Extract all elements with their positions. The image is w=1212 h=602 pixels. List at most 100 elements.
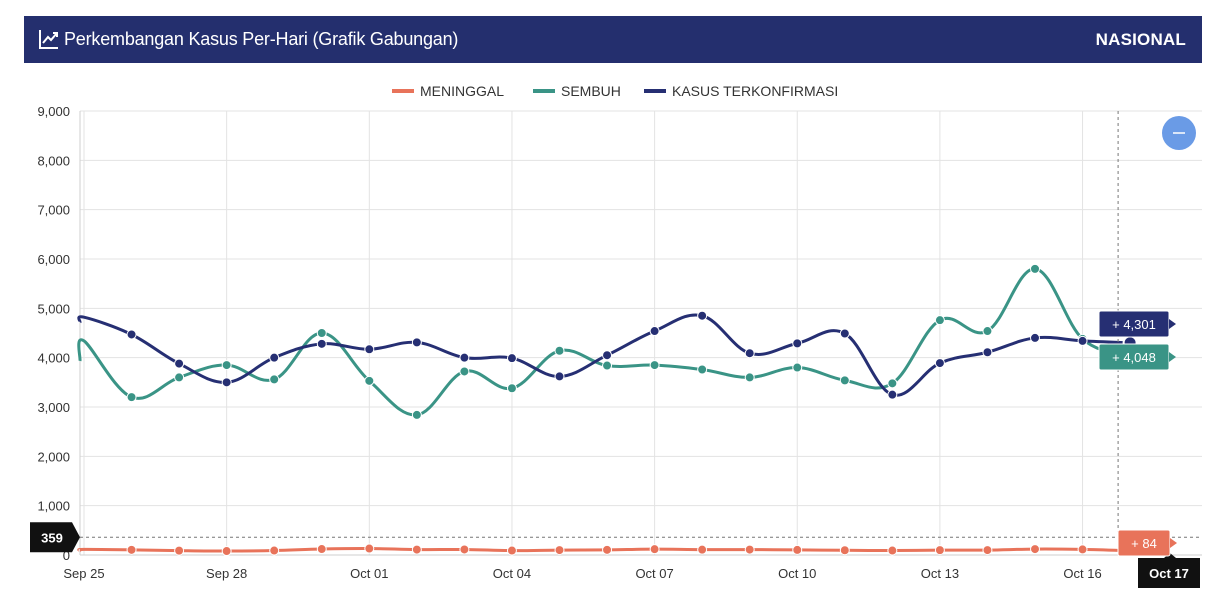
y-tick-label: 6,000 xyxy=(37,252,70,267)
kasus-terkonfirmasi-point xyxy=(459,352,470,363)
meninggal-point xyxy=(887,545,898,556)
chart-grid xyxy=(79,110,1202,556)
chart-title: Perkembangan Kasus Per-Hari (Grafik Gabu… xyxy=(64,29,459,49)
meninggal-point xyxy=(744,544,755,555)
crosshair-x-value: Oct 17 xyxy=(1149,566,1189,581)
crosshair-y-flag xyxy=(30,522,80,553)
y-tick-label: 7,000 xyxy=(37,203,70,218)
meninggal-point xyxy=(316,544,327,555)
sembuh-point xyxy=(649,360,660,371)
kasus-terkonfirmasi-point xyxy=(887,389,898,400)
meninggal-point xyxy=(1077,544,1088,555)
kasus-terkonfirmasi-point xyxy=(269,352,280,363)
sembuh-point xyxy=(411,409,422,420)
y-tick-label: 9,000 xyxy=(37,104,70,119)
sembuh-line xyxy=(77,267,1131,417)
y-tick-label: 4,000 xyxy=(37,351,70,366)
y-tick-label: 3,000 xyxy=(37,400,70,415)
y-tick-label: 0 xyxy=(63,548,70,563)
y-tick-label: 1,000 xyxy=(37,499,70,514)
chart-lines xyxy=(77,263,1138,559)
kasus-value-flag-text: + 4,301 xyxy=(1112,317,1156,332)
chart-overlay: 359 Oct 17 + 4,301 + 4,048 + 84 xyxy=(30,111,1202,588)
sembuh-point xyxy=(934,315,945,326)
line-chart-icon xyxy=(39,30,58,49)
sembuh-point xyxy=(602,360,613,371)
sembuh-point xyxy=(221,360,232,371)
x-tick-label: Oct 04 xyxy=(493,566,531,581)
kasus-terkonfirmasi-point xyxy=(982,347,993,358)
sembuh-point xyxy=(506,383,517,394)
sembuh-value-flag-arrow xyxy=(1169,352,1176,362)
meninggal-point xyxy=(839,545,850,556)
sembuh-point xyxy=(887,378,898,389)
chart-header: Perkembangan Kasus Per-Hari (Grafik Gabu… xyxy=(24,16,1202,63)
meninggal-point xyxy=(649,544,660,555)
kasus-terkonfirmasi-point xyxy=(554,371,565,382)
kasus-terkonfirmasi-point xyxy=(506,353,517,364)
meninggal-point xyxy=(126,544,137,555)
x-tick-label: Oct 10 xyxy=(778,566,816,581)
kasus-terkonfirmasi-point xyxy=(364,344,375,355)
scope-label: NASIONAL xyxy=(1095,30,1186,49)
chart-legend: MENINGGAL SEMBUH KASUS TERKONFIRMASI xyxy=(392,83,838,99)
kasus-terkonfirmasi-point xyxy=(649,326,660,337)
zoom-reset-button[interactable] xyxy=(1162,116,1196,150)
x-tick-label: Oct 13 xyxy=(921,566,959,581)
meninggal-point xyxy=(364,543,375,554)
kasus-terkonfirmasi-point xyxy=(174,358,185,369)
meninggal-point xyxy=(459,544,470,555)
sembuh-point xyxy=(744,372,755,383)
sembuh-point xyxy=(1030,263,1040,274)
kasus-terkonfirmasi-point xyxy=(316,338,327,349)
meninggal-point xyxy=(411,544,422,555)
kasus-terkonfirmasi-point xyxy=(221,377,232,388)
kasus-terkonfirmasi-point xyxy=(697,310,708,321)
kasus-terkonfirmasi-point xyxy=(934,358,945,369)
sembuh-point xyxy=(174,372,185,383)
sembuh-point xyxy=(269,374,280,385)
kasus-terkonfirmasi-point xyxy=(744,348,755,359)
sembuh-point xyxy=(697,364,708,375)
y-tick-label: 2,000 xyxy=(37,449,70,464)
legend-label: MENINGGAL xyxy=(420,83,504,99)
kasus-terkonfirmasi-point xyxy=(1030,332,1040,343)
sembuh-value-flag-text: + 4,048 xyxy=(1112,350,1156,365)
meninggal-point xyxy=(792,544,803,555)
kasus-terkonfirmasi-point xyxy=(1077,335,1088,346)
sembuh-point xyxy=(554,345,565,356)
y-tick-label: 8,000 xyxy=(37,153,70,168)
chart-tick-labels: 0 1,000 2,000 3,000 4,000 5,000 6,000 7,000 8,00… xyxy=(37,104,1101,581)
meninggal-point xyxy=(982,545,993,556)
meninggal-value-flag-text: + 84 xyxy=(1131,536,1157,551)
x-tick-label: Oct 16 xyxy=(1063,566,1101,581)
meninggal-point xyxy=(602,544,613,555)
sembuh-point xyxy=(126,392,137,403)
meninggal-point xyxy=(174,545,185,556)
sembuh-point xyxy=(839,375,850,386)
sembuh-point xyxy=(982,326,993,337)
x-tick-label: Sep 28 xyxy=(206,566,247,581)
meninggal-point xyxy=(697,544,708,555)
x-tick-label: Oct 01 xyxy=(350,566,388,581)
sembuh-point xyxy=(459,366,470,377)
meninggal-point xyxy=(934,545,945,556)
kasus-terkonfirmasi-point xyxy=(839,328,850,339)
meninggal-value-flag-arrow xyxy=(1170,538,1177,548)
meninggal-point xyxy=(554,545,565,556)
x-tick-label: Sep 25 xyxy=(63,566,104,581)
sembuh-point xyxy=(316,328,327,338)
kasus-terkonfirmasi-point xyxy=(792,338,803,349)
x-tick-label: Oct 07 xyxy=(635,566,673,581)
sembuh-point xyxy=(364,375,375,386)
kasus-terkonfirmasi-point xyxy=(126,329,137,340)
meninggal-point xyxy=(221,546,232,557)
y-tick-label: 5,000 xyxy=(37,301,70,316)
meninggal-point xyxy=(506,545,517,556)
legend-label: SEMBUH xyxy=(561,83,621,99)
crosshair-y-value: 359 xyxy=(41,530,63,545)
sembuh-point xyxy=(792,362,803,373)
legend-label: KASUS TERKONFIRMASI xyxy=(672,83,838,99)
meninggal-point xyxy=(269,545,280,556)
